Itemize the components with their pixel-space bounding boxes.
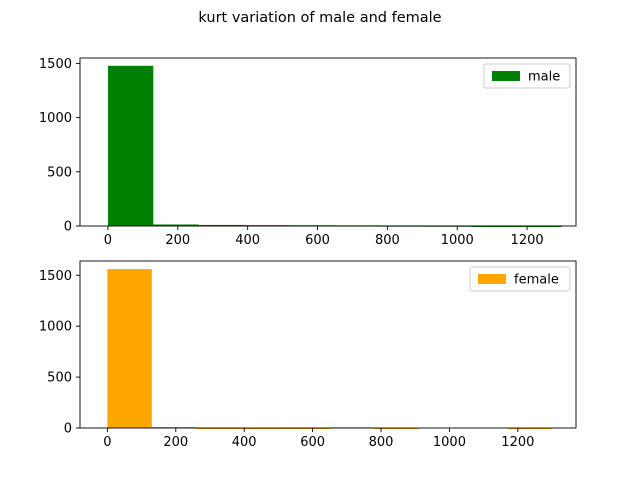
y-tick-label: 1500 bbox=[39, 57, 72, 72]
y-tick-label: 500 bbox=[47, 371, 72, 386]
y-tick-label: 1000 bbox=[39, 320, 72, 335]
y-tick-label: 1500 bbox=[39, 269, 72, 284]
x-tick-label: 800 bbox=[369, 435, 394, 450]
histogram-bar bbox=[198, 224, 245, 227]
axes-frame bbox=[79, 57, 577, 227]
axes-female: 0 200 400 600 800 1000 1200 0 500 1000 1500 female bbox=[39, 260, 577, 450]
x-tick-label: 1200 bbox=[501, 435, 534, 450]
legend-label: female bbox=[514, 273, 559, 288]
y-tick-label: 0 bbox=[64, 220, 72, 235]
x-tick-label: 600 bbox=[305, 233, 330, 248]
x-tick-label: 0 bbox=[103, 435, 111, 450]
x-tick-label: 200 bbox=[163, 435, 188, 450]
figure-title: kurt variation of male and female bbox=[198, 10, 441, 26]
legend-box bbox=[483, 63, 571, 89]
histogram-bar bbox=[240, 427, 286, 430]
histogram-bar bbox=[107, 269, 152, 428]
legend-label: male bbox=[528, 70, 560, 85]
legend-swatch bbox=[478, 274, 506, 284]
x-tick-label: 0 bbox=[104, 233, 112, 248]
x-tick-label: 1000 bbox=[433, 435, 466, 450]
x-tick-label: 1200 bbox=[511, 233, 544, 248]
x-tick-label: 400 bbox=[232, 435, 257, 450]
axes-male: 0 200 400 600 800 1000 1200 0 500 1000 1500 male bbox=[39, 57, 577, 248]
x-tick-label: 800 bbox=[375, 233, 400, 248]
x-tick-label: 1000 bbox=[441, 233, 474, 248]
y-tick-label: 500 bbox=[47, 165, 72, 180]
x-tick-label: 400 bbox=[235, 233, 260, 248]
legend-swatch bbox=[492, 71, 520, 81]
y-tick-label: 1000 bbox=[39, 111, 72, 126]
legend-box bbox=[469, 266, 571, 292]
axes-frame bbox=[79, 260, 577, 429]
histogram-bar bbox=[153, 224, 199, 226]
histogram-bar bbox=[374, 427, 419, 430]
histogram-bar bbox=[107, 65, 154, 227]
x-tick-label: 200 bbox=[165, 233, 190, 248]
y-tick-label: 0 bbox=[64, 422, 72, 437]
histogram-bar bbox=[507, 427, 553, 430]
x-tick-label: 600 bbox=[300, 435, 325, 450]
